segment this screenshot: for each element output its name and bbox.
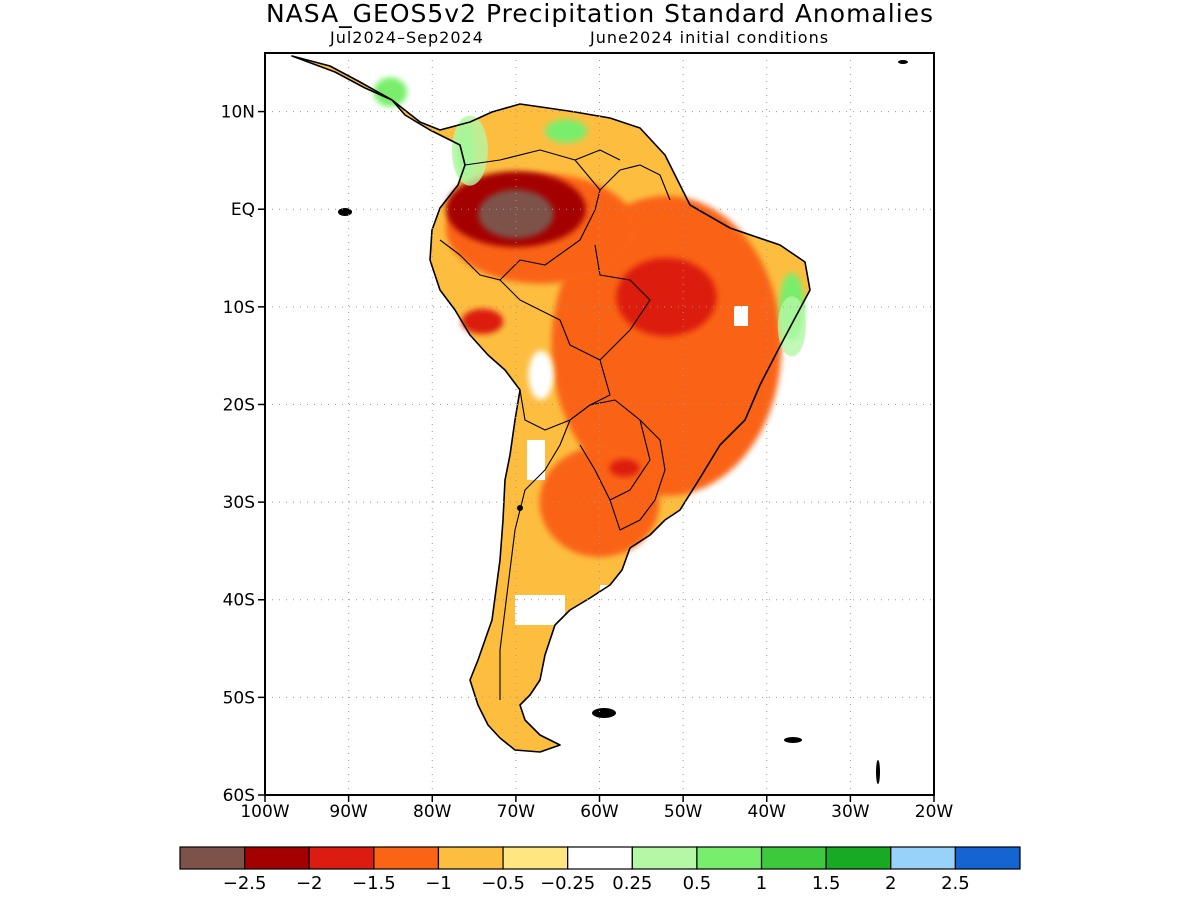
axis-ticks: 100W 90W 80W 70W 60W 50W 40W 30W 20W 10N EQ 10S 20S 3…: [221, 103, 954, 822]
lon-tick-label: 50W: [664, 802, 703, 822]
falkland-islands: [592, 708, 616, 718]
white-block: [600, 585, 620, 595]
colorbar-swatch: [373, 846, 440, 870]
white-block: [734, 306, 748, 326]
colorbar-swatch: [890, 846, 956, 870]
anomaly-region-pantanal-core: [609, 459, 640, 477]
colorbar-swatch: [502, 846, 569, 870]
anomaly-region-andes-peru-core: [461, 308, 504, 335]
colorbar-swatch: [760, 846, 827, 870]
coastlines: [291, 55, 811, 753]
island: [876, 760, 880, 784]
lon-tick-label: 60W: [580, 802, 619, 822]
anomaly-region-bolivia-wet: [528, 350, 554, 400]
colorbar-label: −0.5: [481, 873, 525, 894]
colorbar-label: 1.5: [812, 873, 841, 894]
colorbar-label: 1: [756, 873, 767, 894]
lon-tick-label: 30W: [831, 802, 870, 822]
lat-tick-label: 40S: [223, 591, 255, 611]
lon-tick-label: 40W: [748, 802, 787, 822]
white-block: [527, 440, 545, 480]
colorbar-swatch: [244, 846, 310, 870]
colorbar-swatch: [179, 846, 246, 870]
lake: [517, 505, 523, 511]
colorbar-swatch: [696, 846, 763, 870]
colorbar-swatch: [567, 846, 633, 870]
colorbar-label: 0.5: [683, 873, 712, 894]
colorbar-swatch: [308, 846, 375, 870]
map-grid: [265, 53, 934, 795]
chart-title: NASA_GEOS5v2 Precipitation Standard Anom…: [265, 0, 935, 28]
island: [898, 60, 908, 64]
colorbar-swatch: [825, 846, 892, 870]
lat-tick-label: 50S: [223, 688, 255, 708]
colorbar-label: 2: [885, 873, 896, 894]
colorbar: −2.5 −2 −1.5 −1 −0.5 −0.25 0.25 0.5 1 1.5 2 2.5: [179, 846, 1021, 894]
colorbar-label: −1: [425, 873, 452, 894]
anomaly-region-venezuela-wet: [545, 119, 587, 143]
period-label: Jul2024–Sep2024: [330, 28, 484, 47]
lat-tick-label: 20S: [223, 395, 255, 415]
brazil-dry-belt: [551, 195, 782, 496]
colorbar-label: −2: [296, 873, 323, 894]
lat-tick-label: 10N: [221, 103, 255, 123]
colorbar-swatch: [631, 846, 698, 870]
lon-tick-label: 70W: [497, 802, 536, 822]
white-block: [515, 595, 565, 625]
south-georgia-island: [784, 737, 802, 743]
lat-tick-label: 10S: [223, 298, 255, 318]
colorbar-label: 0.25: [612, 873, 652, 894]
colorbar-swatch: [954, 846, 1021, 870]
colorbar-label: −0.25: [540, 873, 595, 894]
colorbar-label: −1.5: [352, 873, 396, 894]
lon-tick-label: 20W: [915, 802, 954, 822]
colorbar-label: −2.5: [223, 873, 267, 894]
colorbar-label: 2.5: [941, 873, 970, 894]
anomaly-region-central-america-wet: [373, 77, 408, 107]
anomaly-region-central-brazil-core: [616, 258, 717, 337]
init-label: June2024 initial conditions: [590, 28, 830, 47]
lat-tick-label: 60S: [223, 786, 255, 806]
pale-wet-rim: [451, 115, 488, 186]
field-detail: [515, 306, 748, 625]
lon-tick-label: 80W: [413, 802, 452, 822]
colorbar-swatch: [437, 846, 504, 870]
lat-tick-label: 30S: [223, 493, 255, 513]
lon-tick-label: 100W: [240, 802, 289, 822]
lat-tick-label: EQ: [231, 200, 255, 220]
lon-tick-label: 90W: [329, 802, 368, 822]
